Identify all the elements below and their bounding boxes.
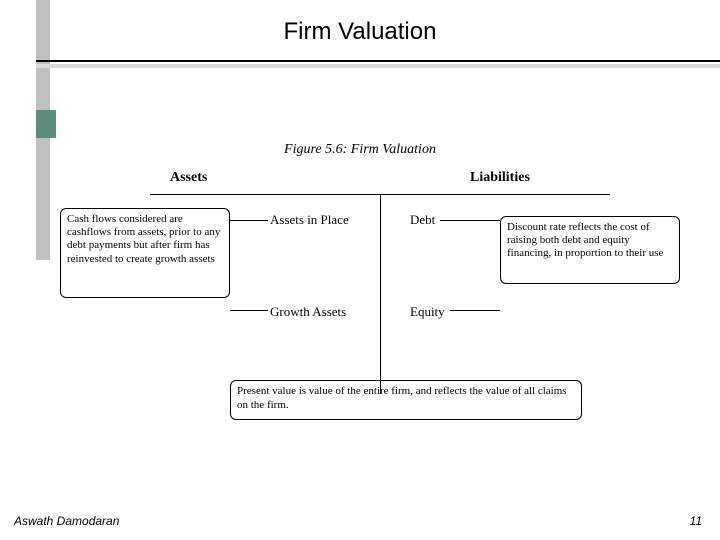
slide-title: Firm Valuation	[0, 18, 720, 46]
author-footer: Aswath Damodaran	[14, 514, 119, 528]
slide-sidebar-accent	[36, 110, 56, 138]
connector-left-bottom	[230, 310, 268, 311]
figure-caption: Figure 5.6: Firm Valuation	[0, 142, 720, 158]
t-account: Assets in Place Debt Growth Assets Equit…	[100, 194, 660, 354]
header-assets: Assets	[170, 170, 207, 186]
cell-growth-assets: Growth Assets	[270, 304, 346, 320]
connector-right-top	[440, 220, 500, 221]
connector-right-bottom	[450, 310, 500, 311]
note-present-value: Present value is value of the entire fir…	[230, 380, 582, 420]
cell-assets-in-place: Assets in Place	[270, 212, 349, 228]
cell-equity: Equity	[410, 304, 445, 320]
balance-sheet-diagram: Assets Liabilities Assets in Place Debt …	[100, 170, 660, 354]
header-liabilities: Liabilities	[470, 170, 530, 186]
title-underline-shadow	[36, 64, 720, 68]
cell-debt: Debt	[410, 212, 435, 228]
t-account-center-rule	[380, 194, 381, 394]
title-underline	[36, 60, 720, 62]
connector-left-top	[230, 220, 268, 221]
page-number: 11	[690, 514, 702, 528]
note-discount-rate: Discount rate reflects the cost of raisi…	[500, 216, 680, 284]
note-cashflows: Cash flows considered are cashflows from…	[60, 208, 230, 298]
